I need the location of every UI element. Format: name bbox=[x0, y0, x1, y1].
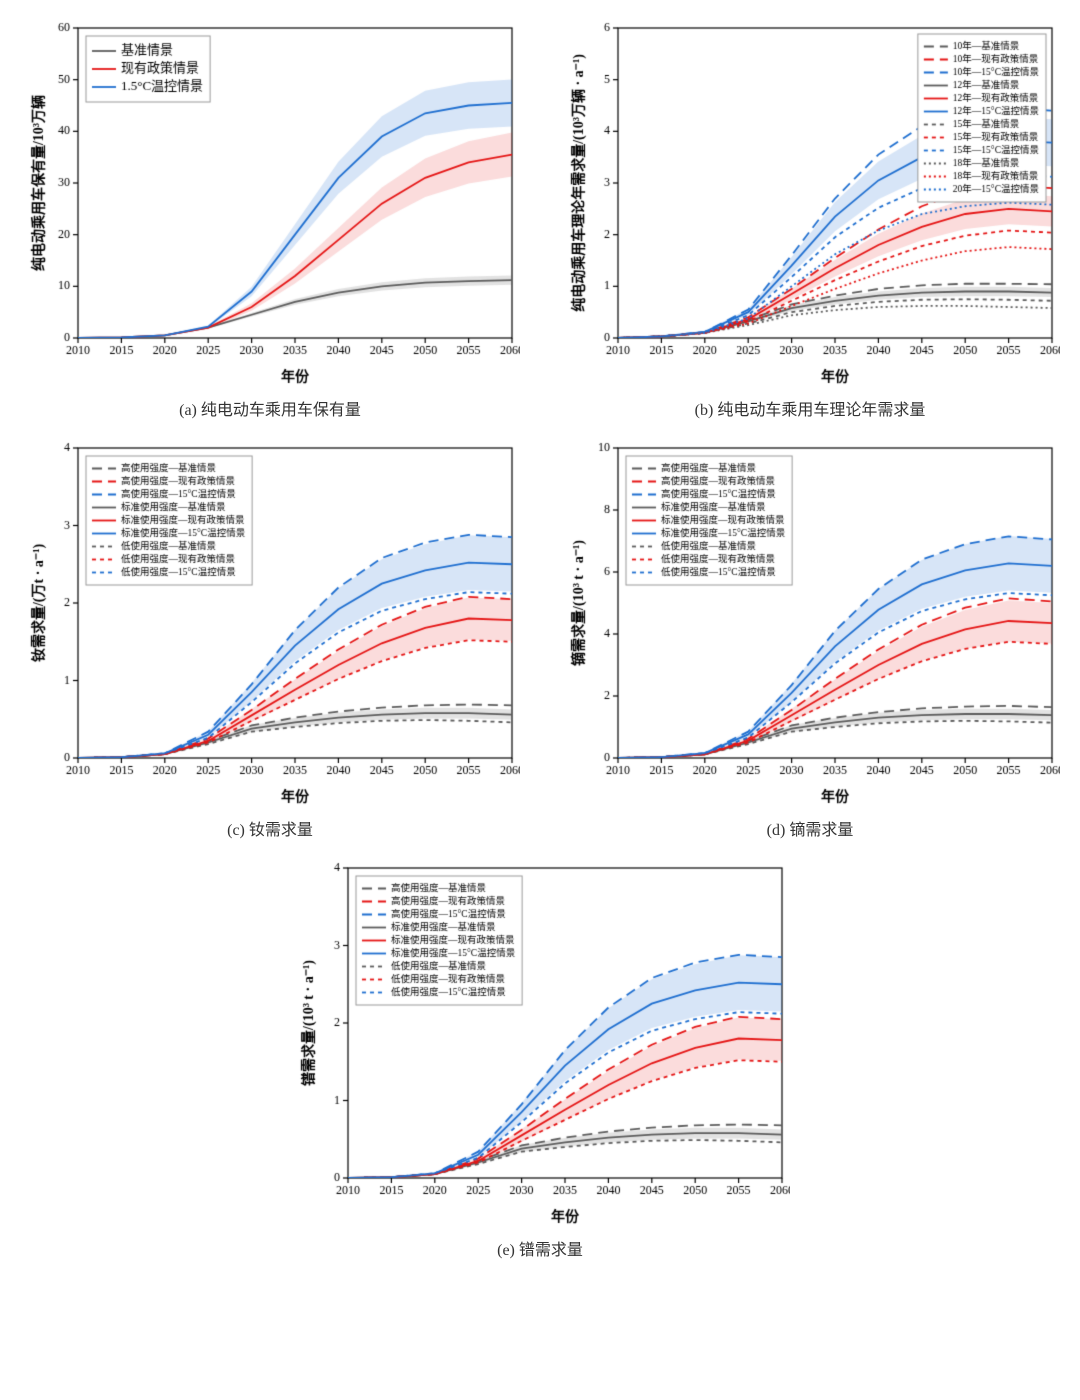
caption-a: (a) 纯电动车乘用车保有量 bbox=[179, 396, 361, 420]
caption-d: (d) 镝需求量 bbox=[767, 816, 854, 840]
chart-a-canvas bbox=[20, 20, 520, 390]
panel-c: (c) 钕需求量 bbox=[20, 440, 520, 840]
panel-a: (a) 纯电动车乘用车保有量 bbox=[20, 20, 520, 420]
chart-c-canvas bbox=[20, 440, 520, 810]
chart-d-canvas bbox=[560, 440, 1060, 810]
caption-b: (b) 纯电动车乘用车理论年需求量 bbox=[695, 396, 926, 420]
panel-e: (e) 镨需求量 bbox=[290, 860, 790, 1260]
chart-grid: (a) 纯电动车乘用车保有量 (b) 纯电动车乘用车理论年需求量 (c) 钕需求… bbox=[20, 20, 1060, 1260]
panel-d: (d) 镝需求量 bbox=[560, 440, 1060, 840]
chart-b-canvas bbox=[560, 20, 1060, 390]
chart-e-canvas bbox=[290, 860, 790, 1230]
panel-b: (b) 纯电动车乘用车理论年需求量 bbox=[560, 20, 1060, 420]
caption-e: (e) 镨需求量 bbox=[497, 1236, 583, 1260]
caption-c: (c) 钕需求量 bbox=[227, 816, 313, 840]
